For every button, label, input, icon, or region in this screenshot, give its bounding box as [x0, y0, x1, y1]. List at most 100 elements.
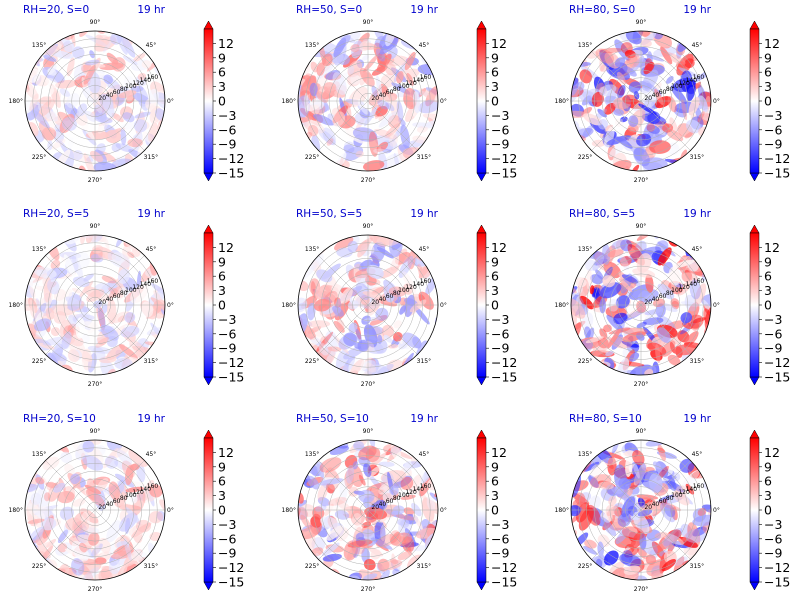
- field-cell: [571, 504, 581, 517]
- polar-panel: 20 40 60 8010012014016090°45°0°315°270°225°…: [555, 413, 791, 593]
- field-cell: [380, 92, 390, 103]
- angular-gridline: [45, 100, 96, 151]
- colorbar-extend-min: [203, 172, 214, 182]
- field-cell: [93, 235, 107, 242]
- field-cell: [57, 529, 69, 544]
- field-cell: [621, 274, 639, 284]
- field-cell: [67, 349, 80, 363]
- polar-frame: [297, 439, 439, 581]
- colorbar-tick-label: 12: [764, 445, 780, 460]
- field-cell: [619, 278, 633, 292]
- field-cell: [100, 358, 116, 375]
- angle-tick-label: 0°: [167, 302, 174, 309]
- field-cell: [93, 300, 103, 309]
- field-cell: [318, 478, 344, 486]
- colorbar-tick-label: 9: [218, 459, 226, 474]
- angle-tick-label: 270°: [361, 381, 375, 388]
- radial-tick-label: 60: [386, 498, 394, 505]
- field-cell: [358, 489, 375, 504]
- field-cell: [368, 131, 379, 157]
- field-cell: [82, 454, 104, 471]
- radial-tick-label: 80: [120, 86, 128, 93]
- colorbar-tick-label: −3: [764, 108, 782, 123]
- field-cell: [335, 34, 351, 52]
- radial-tick-label: 60: [386, 293, 394, 300]
- field-cell: [688, 96, 700, 116]
- angular-gridline: [640, 304, 691, 355]
- angular-gridline: [367, 255, 418, 306]
- colorbar-tick-label: 3: [491, 283, 499, 298]
- field-cell: [633, 91, 640, 100]
- field-cell: [111, 142, 121, 153]
- field-cell: [38, 121, 54, 141]
- colorbar-tick-label: 12: [218, 36, 234, 51]
- radial-tick-label: 160: [420, 74, 432, 81]
- field-cell: [84, 59, 100, 66]
- field-cell: [632, 450, 645, 466]
- colorbar-extend-min: [749, 581, 760, 591]
- field-cell: [628, 115, 639, 127]
- field-cell: [119, 503, 134, 511]
- angle-tick-label: 180°: [555, 98, 569, 105]
- field-cell: [649, 140, 671, 154]
- field-cell: [376, 53, 392, 73]
- field-cell: [120, 122, 138, 131]
- polar-panel: 20 40 60 8010012014016090°45°0°315°270°225°…: [9, 4, 245, 184]
- colorbar-tick-label: 12: [491, 445, 507, 460]
- field-cell: [367, 245, 375, 254]
- angular-gridline: [591, 51, 642, 102]
- field-cell: [131, 491, 146, 516]
- radial-tick-label: 140: [413, 77, 425, 84]
- field-cell: [687, 522, 701, 547]
- radial-tick-label: 140: [686, 77, 698, 84]
- field-cell: [95, 34, 110, 48]
- field-cell: [685, 483, 695, 495]
- field-cell: [354, 523, 364, 531]
- angular-gridline: [45, 51, 96, 102]
- angle-tick-label: 90°: [363, 428, 374, 435]
- field-cell: [579, 69, 593, 84]
- field-cell: [380, 524, 387, 542]
- radial-tick-label: 160: [693, 74, 705, 81]
- radial-tick-label: 40: [652, 296, 660, 303]
- field-cell: [359, 68, 375, 87]
- angle-tick-label: 180°: [9, 507, 23, 514]
- angle-tick-label: 315°: [417, 563, 431, 570]
- field-cell: [666, 480, 685, 493]
- radial-tick-label: 20: [98, 95, 106, 102]
- field-cell: [598, 47, 624, 54]
- field-cell: [620, 239, 633, 252]
- field-cell: [312, 114, 335, 126]
- field-cell: [681, 272, 699, 284]
- field-cell: [675, 282, 691, 296]
- field-cell: [27, 518, 45, 524]
- colorbar-tick-label: −9: [491, 546, 509, 561]
- angle-tick-label: 180°: [282, 302, 296, 309]
- field-cell: [149, 254, 159, 276]
- radial-tick-label: 100: [398, 492, 410, 499]
- angle-tick-label: 180°: [9, 98, 23, 105]
- angle-tick-label: 225°: [305, 154, 319, 161]
- field-cell: [606, 314, 624, 332]
- field-cell: [639, 470, 659, 483]
- radial-tick-label: 120: [405, 489, 417, 496]
- angle-tick-label: 135°: [305, 42, 319, 49]
- radial-tick-label: 160: [693, 278, 705, 285]
- field-cell: [111, 252, 126, 264]
- colorbar-tick-label: −12: [491, 151, 517, 166]
- field-cell: [591, 336, 612, 357]
- angle-tick-label: 0°: [713, 302, 720, 309]
- radial-tick-label: 20: [644, 504, 652, 511]
- field-cell: [131, 522, 152, 538]
- field-cell: [408, 474, 422, 495]
- field-cell: [633, 511, 650, 535]
- field-cell: [111, 57, 126, 72]
- angle-tick-label: 0°: [440, 98, 447, 105]
- field-cell: [667, 96, 677, 113]
- colorbar-tick-label: −3: [218, 517, 236, 532]
- field-cell: [411, 502, 422, 517]
- angular-gridline: [318, 255, 369, 306]
- field-cell: [634, 468, 646, 486]
- angular-gridline: [640, 100, 691, 151]
- field-cell: [111, 112, 124, 123]
